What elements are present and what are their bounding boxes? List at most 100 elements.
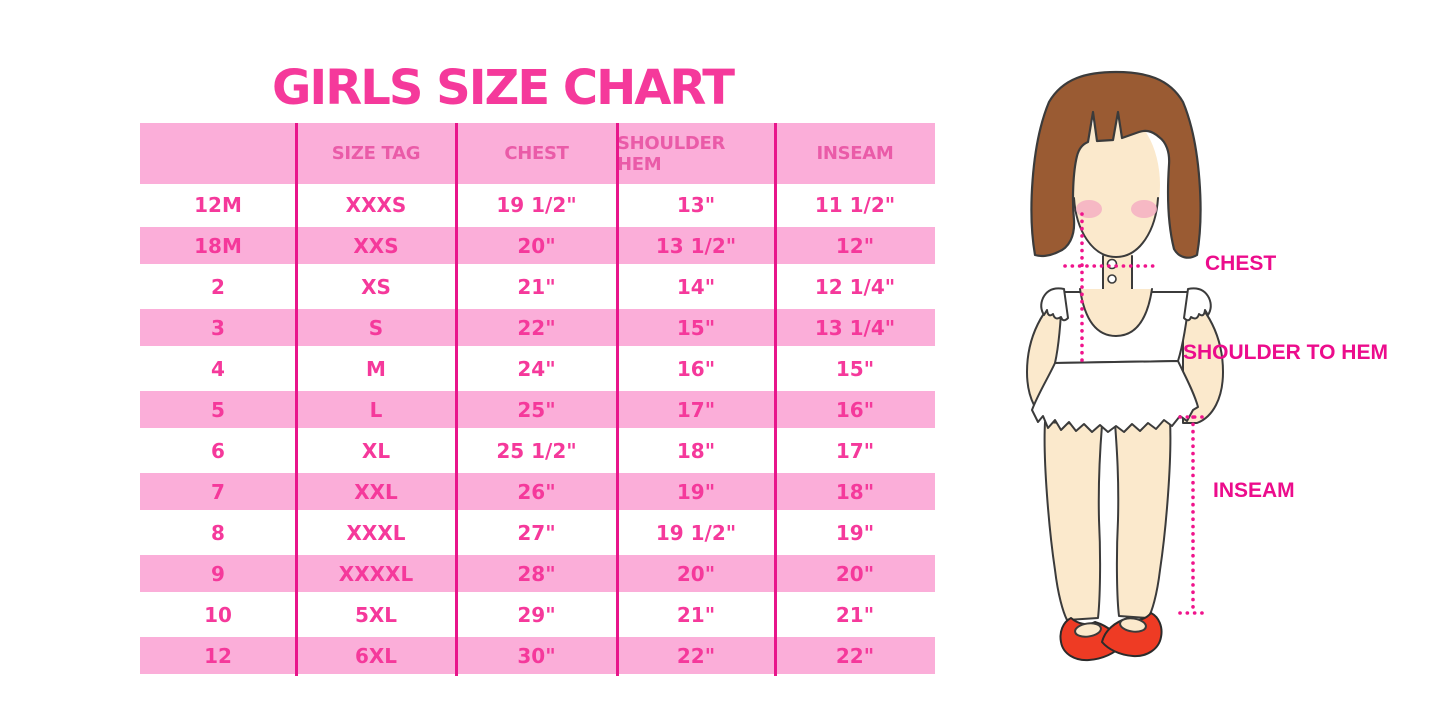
page-title: GIRLS SIZE CHART — [272, 60, 735, 117]
column-divider — [455, 123, 458, 676]
cell-size: 4 — [211, 356, 225, 381]
cell-shoulder-hem: 14" — [676, 274, 716, 299]
cell-inseam: 11 1/2" — [814, 192, 896, 217]
column-divider — [616, 123, 619, 676]
table-row: 6 XL 25 1/2" 18" 17" — [140, 430, 935, 471]
left-shoulder-frill — [1040, 287, 1069, 322]
cell-size-tag: XXXL — [346, 520, 406, 545]
bottom-button — [1107, 274, 1117, 284]
cell-shoulder-hem: 19 1/2" — [655, 520, 737, 545]
column-header-chest: CHEST — [504, 143, 569, 164]
neckline-outline — [1079, 288, 1153, 338]
cell-inseam: 20" — [835, 561, 875, 586]
cell-size: 18M — [194, 233, 242, 258]
right-shoe-opening — [1119, 617, 1147, 633]
table-row: 5 L 25" 17" 16" — [140, 389, 935, 430]
cell-size-tag: S — [368, 315, 384, 340]
cell-size-tag: 6XL — [354, 643, 398, 668]
cell-size: 10 — [204, 602, 232, 627]
cell-size: 3 — [211, 315, 225, 340]
cell-size: 12M — [194, 192, 242, 217]
cell-inseam: 12" — [835, 233, 875, 258]
neckline-skin — [1080, 289, 1152, 336]
column-divider — [295, 123, 298, 676]
cell-shoulder-hem: 21" — [676, 602, 716, 627]
cell-size-tag: M — [366, 356, 386, 381]
hair — [1030, 70, 1202, 259]
table-body: 12M XXXS 19 1/2" 13" 11 1/2" 18M XXS 20"… — [140, 184, 935, 676]
cell-shoulder-hem: 20" — [676, 561, 716, 586]
girl-illustration — [1026, 70, 1224, 662]
column-header-inseam: INSEAM — [816, 143, 894, 164]
left-blush — [1076, 200, 1102, 218]
cell-size-tag: XXS — [353, 233, 399, 258]
table-row: 2 XS 21" 14" 12 1/4" — [140, 266, 935, 307]
cell-shoulder-hem: 19" — [676, 479, 716, 504]
table-row: 10 5XL 29" 21" 21" — [140, 594, 935, 635]
cell-shoulder-hem: 18" — [676, 438, 716, 463]
cell-chest: 20" — [517, 233, 556, 258]
cell-size-tag: L — [369, 397, 383, 422]
cell-size-tag: XXXS — [345, 192, 407, 217]
cell-inseam: 16" — [835, 397, 875, 422]
cell-chest: 25 1/2" — [496, 438, 577, 463]
cell-inseam: 13 1/4" — [814, 315, 896, 340]
cell-shoulder-hem: 13 1/2" — [655, 233, 737, 258]
face — [1072, 113, 1160, 257]
cell-size-tag: XS — [361, 274, 391, 299]
column-header-shoulder-hem: SHOULDER HEM — [617, 132, 726, 175]
cell-inseam: 17" — [835, 438, 875, 463]
cell-size-tag: XXL — [354, 479, 398, 504]
cell-chest: 27" — [517, 520, 556, 545]
cell-chest: 29" — [517, 602, 556, 627]
column-header-size-tag: SIZE TAG — [331, 143, 421, 164]
measurement-diagram: CHEST SHOULDER TO HEM INSEAM — [985, 60, 1445, 720]
table-row: 9 XXXXL 28" 20" 20" — [140, 553, 935, 594]
cell-chest: 24" — [517, 356, 556, 381]
cell-inseam: 18" — [835, 479, 875, 504]
cell-inseam: 15" — [835, 356, 875, 381]
cell-chest: 25" — [517, 397, 556, 422]
right-shoulder-frill — [1183, 287, 1212, 322]
chest-label: CHEST — [1205, 252, 1277, 275]
table-row: 12 6XL 30" 22" 22" — [140, 635, 935, 676]
cell-size: 7 — [211, 479, 225, 504]
table-header-row: SIZE TAG CHEST SHOULDER HEM INSEAM — [140, 123, 935, 184]
cell-chest: 22" — [517, 315, 556, 340]
cell-inseam: 22" — [835, 643, 875, 668]
table-row: 8 XXXL 27" 19 1/2" 19" — [140, 512, 935, 553]
table-row: 18M XXS 20" 13 1/2" 12" — [140, 225, 935, 266]
cell-size-tag: 5XL — [354, 602, 398, 627]
right-leg — [1114, 419, 1172, 619]
left-shoe-opening — [1074, 622, 1102, 638]
cell-shoulder-hem: 16" — [676, 356, 716, 381]
cell-chest: 26" — [517, 479, 556, 504]
table-row: 12M XXXS 19 1/2" 13" 11 1/2" — [140, 184, 935, 225]
jaw-outline — [1073, 197, 1159, 259]
skirt — [1031, 360, 1199, 433]
neck-outline — [1102, 255, 1133, 290]
cell-chest: 30" — [517, 643, 556, 668]
cell-chest: 28" — [517, 561, 556, 586]
cell-shoulder-hem: 15" — [676, 315, 716, 340]
cell-size: 8 — [211, 520, 225, 545]
cell-size: 12 — [204, 643, 232, 668]
table-row: 3 S 22" 15" 13 1/4" — [140, 307, 935, 348]
cell-inseam: 19" — [835, 520, 875, 545]
cell-chest: 19 1/2" — [496, 192, 577, 217]
inseam-label: INSEAM — [1213, 479, 1295, 502]
cell-size: 9 — [211, 561, 225, 586]
size-table: SIZE TAG CHEST SHOULDER HEM INSEAM 12M X… — [140, 123, 935, 676]
cell-size-tag: XL — [361, 438, 391, 463]
cell-chest: 21" — [517, 274, 556, 299]
cell-size: 2 — [211, 274, 225, 299]
table-row: 7 XXL 26" 19" 18" — [140, 471, 935, 512]
cell-inseam: 21" — [835, 602, 875, 627]
shoulder-to-hem-label: SHOULDER TO HEM — [1183, 341, 1388, 364]
cell-shoulder-hem: 22" — [676, 643, 716, 668]
table-row: 4 M 24" 16" 15" — [140, 348, 935, 389]
column-divider — [774, 123, 777, 676]
cell-shoulder-hem: 17" — [676, 397, 716, 422]
cell-size: 6 — [211, 438, 225, 463]
